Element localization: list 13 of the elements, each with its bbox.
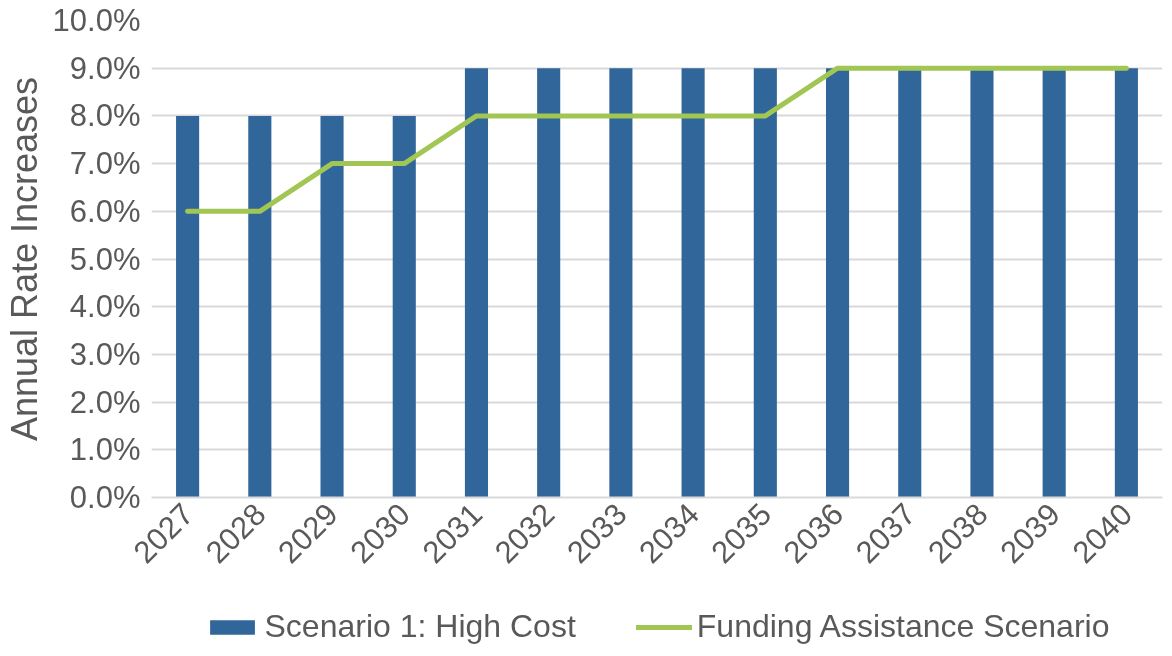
- legend-label: Funding Assistance Scenario: [696, 608, 1110, 645]
- y-tick-label: 1.0%: [69, 432, 141, 468]
- y-tick-label: 10.0%: [52, 3, 141, 38]
- legend-label: Scenario 1: High Cost: [264, 608, 576, 645]
- y-tick-label: 4.0%: [69, 289, 141, 325]
- y-tick-label: 2.0%: [69, 384, 141, 420]
- y-tick-label: 9.0%: [69, 50, 141, 86]
- y-axis-title: Annual Rate Increases: [3, 76, 45, 442]
- y-tick-label: 7.0%: [69, 146, 141, 182]
- y-tick-label: 3.0%: [69, 336, 141, 372]
- y-tick-label: 8.0%: [69, 98, 141, 134]
- y-tick-label: 6.0%: [69, 193, 141, 229]
- y-tick-label: 5.0%: [69, 241, 141, 277]
